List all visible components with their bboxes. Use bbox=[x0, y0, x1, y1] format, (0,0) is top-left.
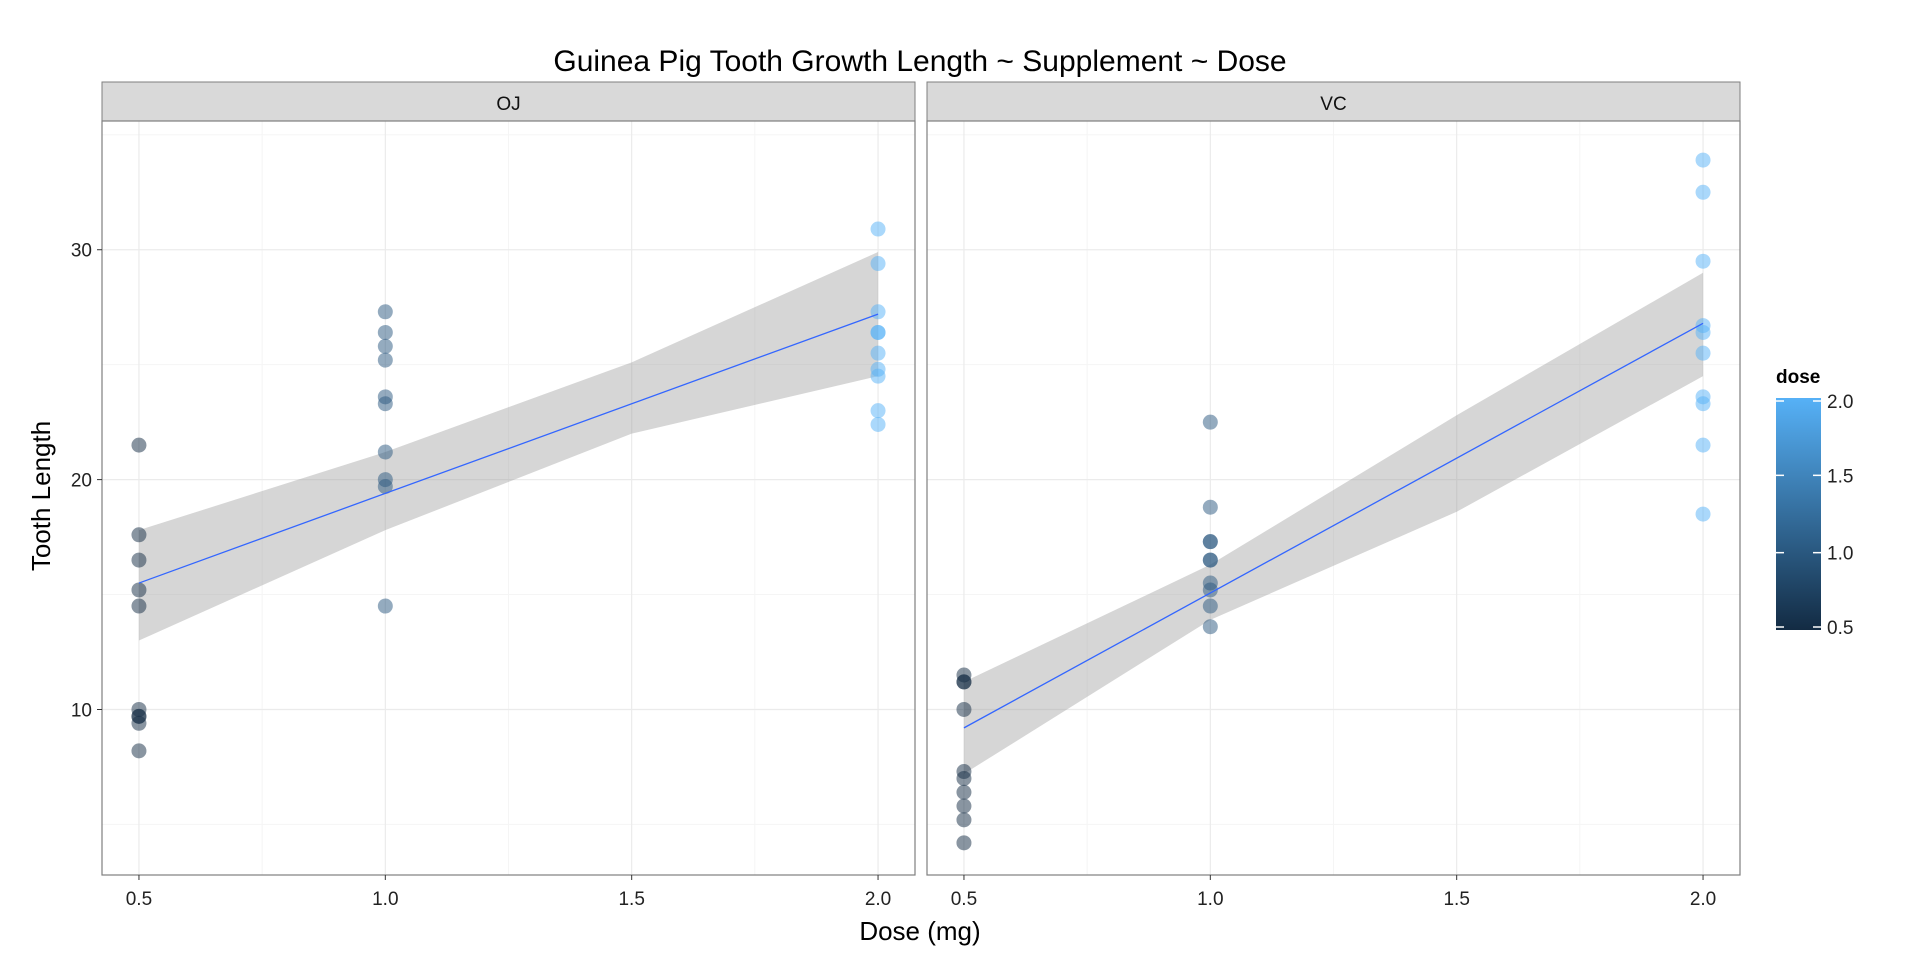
x-tick-label: 2.0 bbox=[1690, 889, 1716, 910]
data-point bbox=[870, 416, 886, 432]
facet-strip-label: VC bbox=[1320, 94, 1346, 115]
data-point bbox=[131, 437, 147, 453]
facet-panel-vc: VC 0.5 1.0 1.5 2.0 bbox=[926, 81, 1741, 910]
grid-lines bbox=[102, 121, 915, 875]
data-point bbox=[131, 708, 147, 724]
data-point bbox=[1202, 414, 1218, 430]
data-point bbox=[956, 701, 972, 717]
data-point bbox=[377, 338, 393, 354]
data-point bbox=[1695, 318, 1711, 334]
data-point bbox=[377, 352, 393, 368]
data-point bbox=[1695, 437, 1711, 453]
x-tick-label: 1.0 bbox=[372, 889, 398, 910]
data-point bbox=[1695, 184, 1711, 200]
data-point bbox=[956, 784, 972, 800]
confidence-band bbox=[138, 252, 879, 641]
x-tick-label: 1.5 bbox=[1443, 889, 1469, 910]
data-point bbox=[956, 674, 972, 690]
data-point bbox=[131, 582, 147, 598]
data-point bbox=[870, 403, 886, 419]
y-tick-label: 10 bbox=[71, 700, 92, 721]
data-point bbox=[870, 345, 886, 361]
data-point bbox=[956, 812, 972, 828]
data-point bbox=[1202, 619, 1218, 635]
grid-lines bbox=[927, 121, 1740, 875]
regression-line bbox=[963, 322, 1704, 729]
panel-border bbox=[101, 120, 916, 876]
data-point bbox=[377, 304, 393, 320]
data-point bbox=[956, 835, 972, 851]
facet-strip bbox=[101, 81, 916, 122]
regression-line bbox=[138, 313, 879, 584]
data-point bbox=[1695, 253, 1711, 269]
data-point bbox=[131, 743, 147, 759]
chart-title: Guinea Pig Tooth Growth Length ~ Supplem… bbox=[553, 45, 1286, 78]
colorbar-title: dose bbox=[1776, 367, 1820, 388]
y-tick-label: 30 bbox=[71, 241, 92, 262]
data-point bbox=[870, 221, 886, 237]
colorbar-tick-label: 0.5 bbox=[1827, 618, 1853, 639]
data-point bbox=[1202, 598, 1218, 614]
y-tick-label: 20 bbox=[71, 471, 92, 492]
data-point bbox=[1202, 552, 1218, 568]
facet-strip bbox=[926, 81, 1741, 122]
facet-panels: OJ 0.5 1.0 1.5 2.0 10 20 30 VC 0.5 1.0 1.5 2.0 bbox=[71, 81, 1741, 910]
data-point bbox=[1202, 575, 1218, 591]
facet-strip-label: OJ bbox=[496, 94, 520, 115]
confidence-band bbox=[963, 272, 1704, 774]
data-point bbox=[131, 552, 147, 568]
x-tick-label: 0.5 bbox=[951, 889, 977, 910]
data-point bbox=[377, 444, 393, 460]
facet-panel-oj: OJ 0.5 1.0 1.5 2.0 10 20 30 bbox=[71, 81, 916, 910]
data-point bbox=[1695, 345, 1711, 361]
data-point bbox=[956, 770, 972, 786]
colorbar-tick-label: 1.0 bbox=[1827, 544, 1853, 565]
x-axis-title: Dose (mg) bbox=[859, 916, 980, 946]
colorbar-tick-label: 2.0 bbox=[1827, 392, 1853, 413]
data-point bbox=[1202, 534, 1218, 550]
data-point bbox=[131, 527, 147, 543]
x-tick-label: 2.0 bbox=[865, 889, 891, 910]
data-point bbox=[131, 598, 147, 614]
y-axis-title: Tooth Length bbox=[26, 421, 56, 571]
colorbar bbox=[1776, 398, 1821, 630]
data-points bbox=[956, 152, 1711, 851]
data-point bbox=[870, 324, 886, 340]
data-points bbox=[131, 221, 886, 759]
colorbar-tick-label: 1.5 bbox=[1827, 466, 1853, 487]
data-point bbox=[377, 472, 393, 488]
colorbar-legend: dose 0.5 1.0 1.5 2.0 bbox=[1776, 367, 1853, 639]
data-point bbox=[870, 304, 886, 320]
data-point bbox=[377, 598, 393, 614]
panel-border bbox=[926, 120, 1741, 876]
data-point bbox=[1202, 499, 1218, 515]
x-tick-label: 0.5 bbox=[126, 889, 152, 910]
x-tick-label: 1.0 bbox=[1197, 889, 1223, 910]
data-point bbox=[1695, 152, 1711, 168]
data-point bbox=[870, 256, 886, 272]
data-point bbox=[1695, 396, 1711, 412]
x-tick-label: 1.5 bbox=[618, 889, 644, 910]
data-point bbox=[377, 389, 393, 405]
data-point bbox=[870, 361, 886, 377]
data-point bbox=[377, 324, 393, 340]
data-point bbox=[1695, 506, 1711, 522]
data-point bbox=[956, 798, 972, 814]
